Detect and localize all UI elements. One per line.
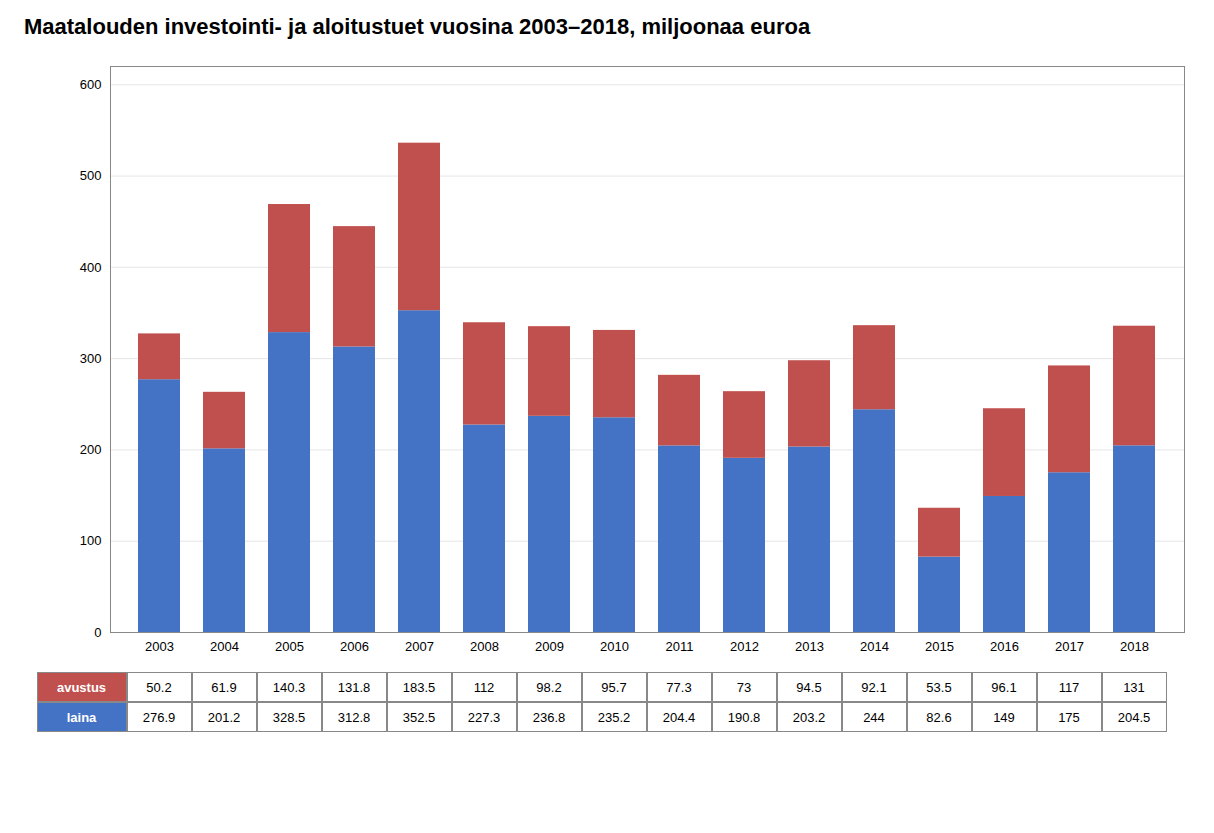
html-text:112: 112 xyxy=(473,679,495,695)
svg-text:2003: 2003 xyxy=(145,639,174,654)
html-text:204.5: 204.5 xyxy=(1117,709,1151,725)
html-text:98.2: 98.2 xyxy=(536,679,562,695)
svg-text:2008: 2008 xyxy=(470,639,499,654)
html-text:61.9: 61.9 xyxy=(211,679,237,695)
html-text:82.6: 82.6 xyxy=(926,709,952,725)
html-text:140.3: 140.3 xyxy=(272,679,306,695)
html-text:96.1: 96.1 xyxy=(991,679,1017,695)
svg-text:2014: 2014 xyxy=(860,639,889,654)
html-text:201.2: 201.2 xyxy=(207,709,241,725)
svg-text:2004: 2004 xyxy=(210,639,239,654)
svg-text:2012: 2012 xyxy=(730,639,759,654)
html-text:Maatalouden investointi- ja al: Maatalouden investointi- ja aloitustuet … xyxy=(24,14,811,39)
html-text:avustus: avustus xyxy=(56,679,107,695)
html-text:276.9: 276.9 xyxy=(142,709,176,725)
html-text:203.2: 203.2 xyxy=(792,709,826,725)
svg-text:2013: 2013 xyxy=(795,639,824,654)
html-text:50.2: 50.2 xyxy=(146,679,172,695)
svg-text:200: 200 xyxy=(80,442,102,457)
html-text:312.8: 312.8 xyxy=(337,709,371,725)
html-text:235.2: 235.2 xyxy=(597,709,631,725)
svg-text:0: 0 xyxy=(94,625,101,640)
html-text:183.5: 183.5 xyxy=(402,679,436,695)
html-text:175: 175 xyxy=(1058,709,1080,725)
svg-text:2017: 2017 xyxy=(1055,639,1084,654)
html-text:53.5: 53.5 xyxy=(926,679,952,695)
html-text:227.3: 227.3 xyxy=(467,709,501,725)
html-text:190.8: 190.8 xyxy=(727,709,761,725)
html-text:92.1: 92.1 xyxy=(861,679,887,695)
html-text:131.8: 131.8 xyxy=(337,679,371,695)
svg-text:100: 100 xyxy=(80,533,102,548)
svg-text:2006: 2006 xyxy=(340,639,369,654)
html-text:328.5: 328.5 xyxy=(272,709,306,725)
html-text:352.5: 352.5 xyxy=(402,709,436,725)
html-text:77.3: 77.3 xyxy=(666,679,692,695)
svg-text:600: 600 xyxy=(80,77,102,92)
html-text:95.7: 95.7 xyxy=(601,679,627,695)
svg-text:2018: 2018 xyxy=(1120,639,1149,654)
svg-text:500: 500 xyxy=(80,168,102,183)
html-text:244: 244 xyxy=(863,709,885,725)
html-text:149: 149 xyxy=(993,709,1015,725)
html-text:laina: laina xyxy=(66,709,97,725)
html-text:204.4: 204.4 xyxy=(662,709,696,725)
svg-text:300: 300 xyxy=(80,351,102,366)
svg-text:2011: 2011 xyxy=(666,639,694,654)
html-text:236.8: 236.8 xyxy=(532,709,566,725)
html-text:94.5: 94.5 xyxy=(796,679,822,695)
svg-text:2009: 2009 xyxy=(535,639,564,654)
html-text:73: 73 xyxy=(736,679,752,695)
svg-text:2010: 2010 xyxy=(600,639,629,654)
html-text:131: 131 xyxy=(1123,679,1145,695)
html-text:117: 117 xyxy=(1058,679,1080,695)
svg-text:2005: 2005 xyxy=(275,639,304,654)
svg-text:400: 400 xyxy=(80,259,102,274)
svg-text:2015: 2015 xyxy=(925,639,954,654)
svg-text:2016: 2016 xyxy=(990,639,1019,654)
svg-text:2007: 2007 xyxy=(405,639,434,654)
